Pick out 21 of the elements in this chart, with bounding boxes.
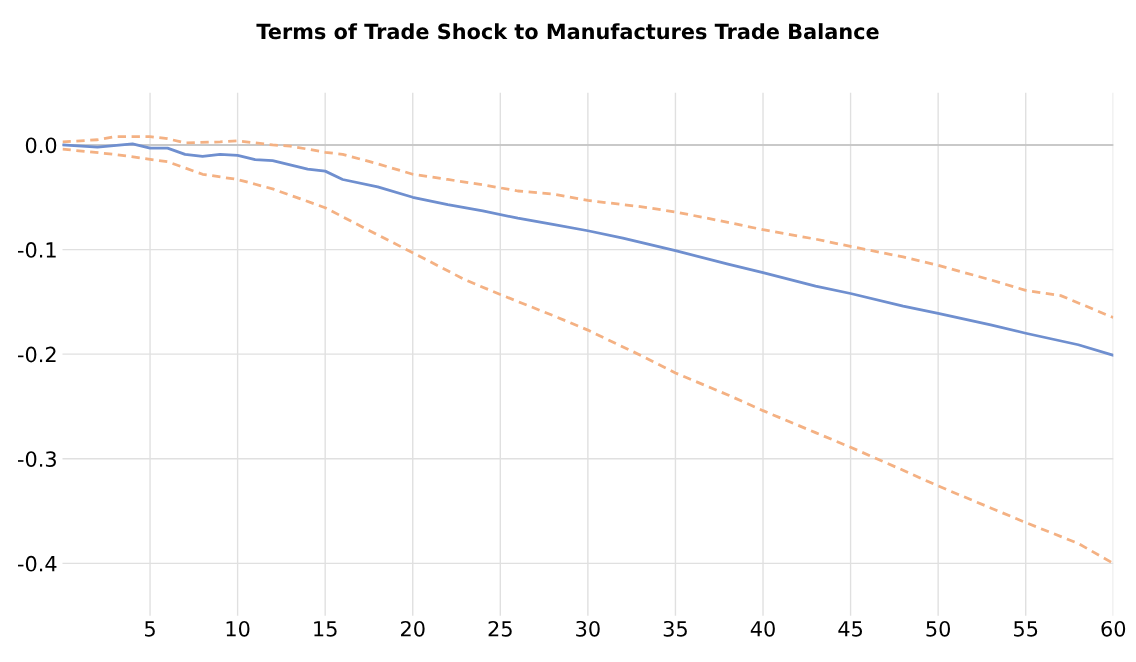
x-tick-label: 35 [663, 620, 687, 637]
line-series [62, 135, 1114, 319]
y-tick-label: -0.1 [17, 242, 56, 258]
x-tick-label: 30 [576, 620, 600, 637]
x-tick-label: 25 [488, 620, 512, 637]
y-tick-label: -0.3 [17, 451, 56, 467]
x-tick-label: 40 [750, 620, 775, 637]
chart-title: Terms of Trade Shock to Manufactures Trade Balance [256, 23, 879, 40]
y-tick-label: 0.0 [25, 137, 57, 154]
line-series [62, 142, 1114, 357]
y-tick-label: -0.2 [17, 346, 56, 363]
x-tick-label: 15 [314, 621, 337, 637]
x-tick-label: 55 [1014, 621, 1038, 637]
x-tick-label: 20 [401, 620, 425, 637]
x-tick-label: 60 [1101, 620, 1126, 637]
x-tick-label: 5 [145, 621, 155, 637]
y-tick-label: -0.4 [17, 555, 57, 572]
x-tick-label: 10 [226, 620, 250, 637]
x-tick-label: 50 [926, 620, 951, 637]
x-tick-label: 45 [838, 621, 863, 637]
line-series [62, 147, 1114, 565]
